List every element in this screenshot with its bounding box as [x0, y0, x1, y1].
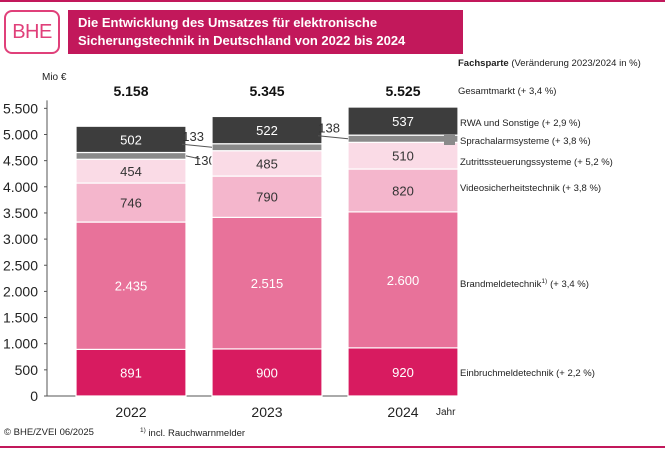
bar-segment-rwa [75, 125, 187, 154]
bar-segment-video [211, 175, 323, 218]
y-tick-label: 0 [30, 388, 38, 404]
y-tick-label: 2.000 [3, 283, 38, 299]
bar-total-label: 5.525 [385, 83, 420, 99]
legend-swatch-einbruch [444, 366, 455, 377]
callout-line [185, 155, 201, 160]
y-tick-label: 5.500 [3, 100, 38, 116]
chart-title-line-1: Die Entwicklung des Umsatzes für elektro… [78, 15, 378, 30]
bar-segment-einbruch [75, 348, 187, 397]
legend-name: Sprachalarmsysteme (+ 3,8 %) [460, 136, 591, 147]
bar-segment-zutritt [211, 150, 323, 177]
bar-value-label: 2.515 [251, 276, 284, 291]
chart-title-box: Die Entwicklung des Umsatzes für elektro… [68, 10, 463, 54]
footnote-text: incl. Rauchwarnmelder [148, 428, 246, 440]
bar-segment-sprach [347, 134, 459, 143]
copyright-footer: © BHE/ZVEI 06/2025 [4, 427, 94, 438]
bar-value-label: 891 [120, 366, 142, 381]
legend-label-brand_meld: Brandmeldetechnik1) (+ 3,4 %) [460, 278, 589, 290]
legend-swatch-rwa [444, 116, 455, 127]
bar-value-label: 454 [120, 164, 142, 179]
bar-segment-rwa [211, 115, 323, 145]
bar-value-label: 900 [256, 365, 278, 380]
bar-value-label: 510 [392, 149, 414, 164]
y-axis-title: Mio € [42, 72, 67, 83]
y-tick-label: 5.000 [3, 127, 38, 143]
bar-segment-sprach [75, 151, 187, 160]
y-tick-label: 1.500 [3, 310, 38, 326]
bar-value-label: 130 [194, 153, 216, 168]
chart-title-line-2: Sicherungstechnik in Deutschland von 202… [78, 33, 406, 48]
bar-segment-zutritt [347, 141, 459, 170]
x-tick-label: 2022 [115, 404, 146, 420]
bar-value-label: 2.435 [115, 279, 148, 294]
legend-label-rwa: RWA und Sonstige (+ 2,9 %) [460, 118, 581, 129]
legend-label-einbruch: Einbruchmeldetechnik (+ 2,2 %) [460, 368, 595, 379]
y-tick-label: 2.500 [3, 257, 38, 273]
footnote: 1) incl. Rauchwarnmelder [140, 427, 245, 439]
legend-header-bold: Fachsparte [458, 58, 511, 69]
bar-total-label: 5.158 [113, 83, 148, 99]
bar-value-label: 537 [392, 114, 414, 129]
legend-name: Brandmeldetechnik [460, 279, 542, 290]
bar-value-label: 502 [120, 132, 142, 147]
legend-name: Videosicherheitstechnik (+ 3,8 %) [460, 183, 601, 194]
x-axis-title: Jahr [436, 407, 456, 418]
legend-header-rest: (Veränderung 2023/2024 in %) [511, 58, 640, 69]
legend-name: Zutrittssteuerungssysteme (+ 5,2 %) [460, 157, 613, 168]
x-tick-label: 2023 [251, 404, 282, 420]
y-tick-label: 1.000 [3, 336, 38, 352]
bar-value-label: 2.600 [387, 273, 420, 288]
bar-segment-rwa [347, 106, 459, 136]
bar-segment-brand_meld [211, 216, 323, 350]
footnote-mark: 1) [140, 427, 146, 434]
y-tick-label: 4.000 [3, 179, 38, 195]
bar-segment-brand_meld [347, 211, 459, 349]
legend-swatch-zutritt [444, 155, 455, 166]
y-tick-label: 3.500 [3, 205, 38, 221]
bar-value-label: 133 [182, 129, 204, 144]
y-tick-label: 3.000 [3, 231, 38, 247]
legend-change: (+ 3,4 %) [550, 279, 589, 290]
legend-header: Fachsparte (Veränderung 2023/2024 in %) [458, 58, 641, 69]
bar-segment-einbruch [347, 347, 459, 397]
bar-segment-sprach [211, 143, 323, 152]
bar-value-label: 920 [392, 365, 414, 380]
bar-segment-brand_meld [75, 221, 187, 351]
bar-total-label: 5.345 [249, 83, 284, 99]
bar-value-label: 485 [256, 156, 278, 171]
legend-swatch-brand_meld [444, 277, 455, 288]
legend-footnote-mark: 1) [541, 278, 547, 285]
top-accent-line [0, 0, 665, 2]
legend-label-zutritt: Zutrittssteuerungssysteme (+ 5,2 %) [460, 157, 613, 168]
callout-line [181, 143, 213, 148]
bar-value-label: 790 [256, 190, 278, 205]
legend-name: Einbruchmeldetechnik (+ 2,2 %) [460, 368, 595, 379]
y-tick-label: 4.500 [3, 153, 38, 169]
callout-line [317, 135, 349, 140]
bar-segment-video [347, 168, 459, 213]
legend-label-video: Videosicherheitstechnik (+ 3,8 %) [460, 183, 601, 194]
legend-swatch-video [444, 181, 455, 192]
legend-gesamtmarkt: Gesamtmarkt (+ 3,4 %) [458, 86, 556, 97]
legend-label-sprach: Sprachalarmsysteme (+ 3,8 %) [460, 136, 591, 147]
bar-segment-video [75, 182, 187, 223]
y-tick-label: 500 [15, 362, 39, 378]
bar-value-label: 138 [318, 121, 340, 136]
legend-name: RWA und Sonstige (+ 2,9 %) [460, 118, 581, 129]
bottom-accent-line [0, 446, 665, 448]
bar-value-label: 746 [120, 196, 142, 211]
bhe-logo: BHE [4, 10, 60, 54]
bar-value-label: 820 [392, 183, 414, 198]
legend-swatch-sprach [444, 134, 455, 145]
bar-value-label: 522 [256, 123, 278, 138]
x-tick-label: 2024 [387, 404, 418, 420]
